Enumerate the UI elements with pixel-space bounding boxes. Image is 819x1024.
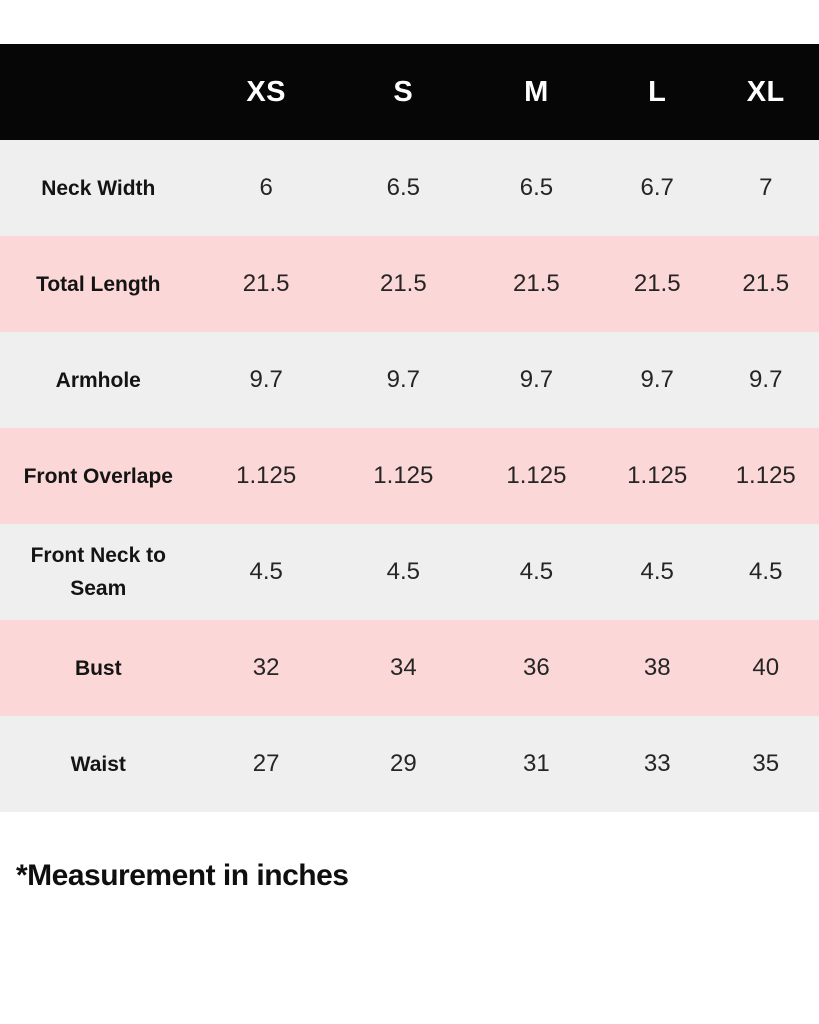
value-front-overlape-xs: 1.125 bbox=[236, 462, 297, 489]
value-bust-l: 38 bbox=[643, 654, 671, 681]
size-chart-table: XS S M L XL Neck Width 6 6.5 6.5 6.7 7 T… bbox=[0, 44, 819, 812]
value-front-neck-to-seam-xs: 4.5 bbox=[249, 558, 283, 585]
value-front-neck-to-seam-m: 4.5 bbox=[519, 558, 554, 585]
value-bust-s: 34 bbox=[389, 654, 417, 681]
value-armhole-m: 9.7 bbox=[519, 366, 554, 393]
value-neck-width-m: 6.5 bbox=[519, 174, 554, 201]
value-bust-xs: 32 bbox=[252, 654, 280, 681]
column-header-s: S bbox=[393, 75, 414, 108]
value-front-neck-to-seam-l: 4.5 bbox=[640, 558, 674, 585]
column-header-xs: XS bbox=[246, 75, 286, 108]
value-neck-width-xl: 7 bbox=[759, 174, 773, 201]
footnote-measurement-units: *Measurement in inches bbox=[16, 859, 349, 892]
row-label-armhole: Armhole bbox=[55, 368, 141, 392]
row-label-bust: Bust bbox=[74, 656, 122, 680]
value-waist-xs: 27 bbox=[252, 750, 280, 777]
value-total-length-s: 21.5 bbox=[379, 270, 427, 297]
row-label-total-length: Total Length bbox=[36, 272, 161, 296]
value-bust-m: 36 bbox=[523, 654, 550, 681]
row-label-neck-width: Neck Width bbox=[41, 176, 156, 200]
table-row-total-length: Total Length 21.5 21.5 21.5 21.5 21.5 bbox=[0, 236, 819, 332]
row-label-front-overlape: Front Overlape bbox=[23, 464, 173, 488]
value-front-overlape-m: 1.125 bbox=[506, 462, 567, 489]
table-row-bust: Bust 32 34 36 38 40 bbox=[0, 620, 819, 716]
row-label-front-neck-to-seam: Front Neck to Seam bbox=[30, 544, 166, 600]
value-armhole-l: 9.7 bbox=[640, 366, 674, 393]
table-row-front-neck-to-seam: Front Neck to Seam 4.5 4.5 4.5 4.5 4.5 bbox=[0, 524, 819, 620]
value-front-neck-to-seam-s: 4.5 bbox=[386, 558, 421, 585]
value-front-overlape-l: 1.125 bbox=[627, 462, 688, 489]
table-row-front-overlape: Front Overlape 1.125 1.125 1.125 1.125 1… bbox=[0, 428, 819, 524]
value-waist-m: 31 bbox=[523, 750, 550, 777]
value-armhole-s: 9.7 bbox=[386, 366, 421, 393]
corner-empty-cell bbox=[0, 44, 197, 140]
table-row-waist: Waist 27 29 31 33 35 bbox=[0, 716, 819, 812]
column-header-m: M bbox=[524, 75, 549, 108]
value-waist-s: 29 bbox=[389, 750, 417, 777]
table-row-neck-width: Neck Width 6 6.5 6.5 6.7 7 bbox=[0, 140, 819, 236]
value-waist-xl: 35 bbox=[752, 750, 780, 777]
value-waist-l: 33 bbox=[643, 750, 671, 777]
value-armhole-xs: 9.7 bbox=[249, 366, 283, 393]
value-total-length-xs: 21.5 bbox=[242, 270, 290, 297]
size-chart-page: XS S M L XL Neck Width 6 6.5 6.5 6.7 7 T… bbox=[0, 44, 819, 1024]
value-total-length-xl: 21.5 bbox=[742, 270, 790, 297]
value-total-length-l: 21.5 bbox=[633, 270, 681, 297]
table-header-row: XS S M L XL bbox=[0, 44, 819, 140]
row-label-waist: Waist bbox=[70, 752, 126, 776]
value-neck-width-l: 6.7 bbox=[640, 174, 674, 201]
value-neck-width-xs: 6 bbox=[259, 174, 273, 201]
value-front-overlape-xl: 1.125 bbox=[735, 462, 796, 489]
value-armhole-xl: 9.7 bbox=[749, 366, 783, 393]
value-bust-xl: 40 bbox=[752, 654, 780, 681]
value-front-overlape-s: 1.125 bbox=[373, 462, 434, 489]
column-header-l: L bbox=[648, 75, 667, 108]
column-header-xl: XL bbox=[746, 75, 785, 108]
value-neck-width-s: 6.5 bbox=[386, 174, 421, 201]
value-total-length-m: 21.5 bbox=[513, 270, 560, 297]
value-front-neck-to-seam-xl: 4.5 bbox=[749, 558, 783, 585]
table-row-armhole: Armhole 9.7 9.7 9.7 9.7 9.7 bbox=[0, 332, 819, 428]
